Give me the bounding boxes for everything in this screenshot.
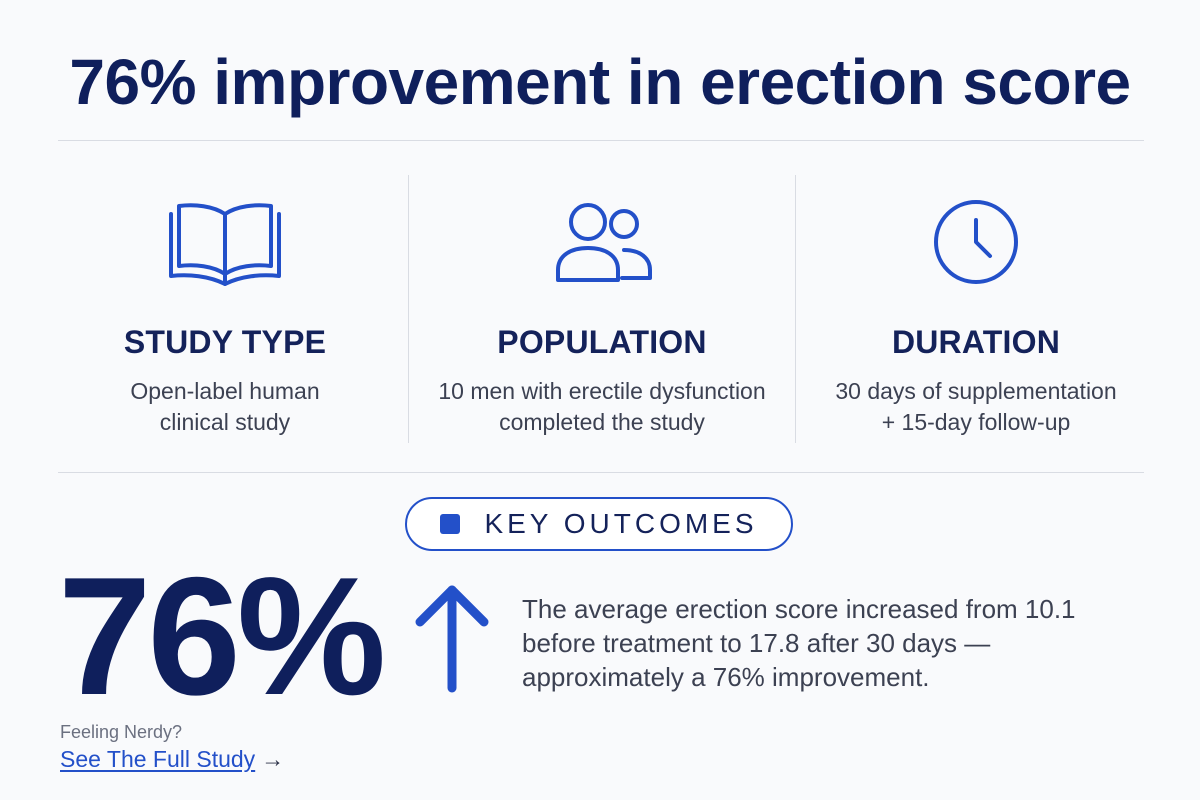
column-divider [795, 175, 796, 443]
study-type-column: STUDY TYPE Open-label human clinical stu… [40, 190, 410, 438]
result-line: approximately a 76% improvement. [522, 662, 930, 692]
population-column: POPULATION 10 men with erectile dysfunct… [410, 190, 794, 438]
users-icon [556, 203, 652, 282]
description-line: 30 days of supplementation [835, 378, 1117, 404]
badge-label: KEY OUTCOMES [484, 508, 758, 539]
column-description: 10 men with erectile dysfunction complet… [410, 376, 794, 438]
headline: 76% improvement in erection score [69, 46, 1131, 118]
middle-divider [58, 472, 1144, 473]
link-label[interactable]: See The Full Study [60, 746, 256, 772]
description-line: Open-label human [130, 378, 320, 404]
see-full-study-link[interactable]: See The Full Study → [60, 746, 284, 773]
big-percentage: 76% [58, 542, 386, 730]
description-line: completed the study [499, 409, 705, 435]
square-bullet-icon [440, 514, 461, 534]
description-line: 10 men with erectile dysfunction [438, 378, 766, 404]
description-line: clinical study [159, 409, 291, 435]
duration-column: DURATION 30 days of supplementation + 15… [796, 190, 1156, 438]
arrow-up-icon [415, 585, 489, 693]
column-title: DURATION [891, 324, 1061, 360]
result-line: before treatment to 17.8 after 30 days — [522, 628, 991, 658]
arrow-right-icon[interactable]: → [261, 746, 285, 772]
column-description: Open-label human clinical study [40, 376, 410, 438]
column-divider [408, 175, 409, 443]
clock-icon [934, 200, 1018, 284]
column-description: 30 days of supplementation + 15-day foll… [796, 376, 1156, 438]
result-line: The average erection score increased fro… [522, 594, 1076, 624]
column-title: POPULATION [497, 324, 707, 360]
key-outcomes-badge: KEY OUTCOMES [405, 497, 793, 551]
feeling-nerdy-text: Feeling Nerdy? [60, 722, 183, 742]
description-line: + 15-day follow-up [881, 409, 1071, 435]
result-description: The average erection score increased fro… [522, 592, 1152, 694]
top-divider [58, 140, 1144, 141]
open-book-icon [169, 203, 281, 286]
column-title: STUDY TYPE [123, 324, 327, 360]
